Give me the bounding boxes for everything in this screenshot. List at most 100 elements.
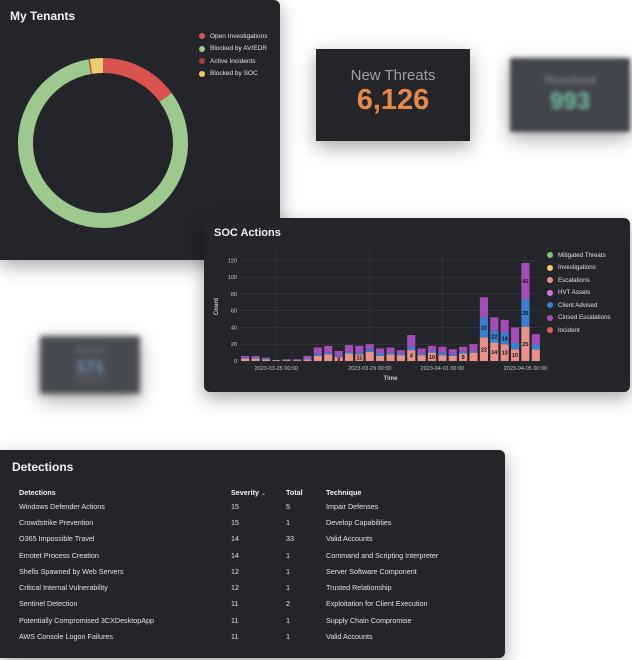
bar-segment[interactable]: [303, 358, 312, 360]
bar-segment[interactable]: [324, 345, 333, 353]
bar-segment[interactable]: [438, 346, 447, 353]
table-row[interactable]: Sentinel Detection 11 2 Exploitation for Cl…: [19, 596, 489, 612]
bar-segment[interactable]: [448, 349, 457, 355]
resolved-card[interactable]: Resolved 993: [510, 58, 630, 132]
bar-segment[interactable]: [521, 262, 530, 299]
bar-segment[interactable]: [490, 342, 499, 361]
bar-segment[interactable]: [334, 355, 343, 357]
bar-segment[interactable]: [272, 360, 281, 361]
bar-segment[interactable]: [293, 360, 302, 361]
bar-segment[interactable]: [261, 357, 270, 359]
bar-segment[interactable]: [448, 354, 457, 356]
bar-segment[interactable]: [365, 351, 374, 361]
bar-segment[interactable]: [469, 350, 478, 353]
bar-segment[interactable]: [251, 355, 260, 358]
bar-segment[interactable]: [282, 360, 291, 361]
tenants-legend-item[interactable]: Active Incidents: [199, 55, 267, 68]
bar-segment[interactable]: [303, 355, 312, 359]
donut-slice-blocked-by-av-edr[interactable]: [18, 59, 188, 228]
bar-segment[interactable]: [500, 332, 509, 345]
bar-segment[interactable]: [334, 350, 343, 356]
donut-slice-open-investigations[interactable]: [102, 58, 172, 103]
bar-segment[interactable]: [324, 352, 333, 355]
bar-segment[interactable]: [531, 334, 540, 345]
bar-segment[interactable]: [500, 344, 509, 361]
bar-segment[interactable]: [407, 346, 416, 351]
bar-segment[interactable]: [386, 347, 395, 353]
bar-segment[interactable]: [479, 297, 488, 318]
bar-segment[interactable]: [313, 355, 322, 361]
bar-segment[interactable]: [417, 348, 426, 354]
soc-actions-chart[interactable]: 0 20 40 60 80 100 120 2023-03-25 00:00 2023-03-2…: [204, 218, 549, 392]
bar-segment[interactable]: [344, 351, 354, 354]
bar-segment[interactable]: [313, 347, 322, 355]
bar-segment[interactable]: [386, 354, 395, 361]
soc-legend-item[interactable]: Investigations: [547, 262, 611, 275]
bar-segment[interactable]: [469, 344, 478, 351]
bar-segment[interactable]: [365, 349, 374, 352]
bar-segment[interactable]: [324, 354, 333, 361]
col-header-severity[interactable]: Severity ⌄: [231, 487, 267, 497]
bar-segment[interactable]: [438, 355, 447, 361]
table-row[interactable]: Windows Defender Actions 15 5 Impair Defens…: [19, 498, 489, 514]
bar-segment[interactable]: [490, 330, 499, 343]
bar-segment[interactable]: [407, 350, 416, 361]
bar-segment[interactable]: [417, 353, 426, 356]
table-row[interactable]: Critical Internal Vulnerability 12 1 Truste…: [19, 579, 489, 595]
soc-legend-item[interactable]: Closed Escalations: [547, 312, 611, 325]
soc-legend-item[interactable]: Incident: [547, 324, 611, 337]
bar-segment[interactable]: [376, 348, 385, 354]
tenants-card[interactable]: Tenants 171 Incidents 9: [40, 336, 140, 394]
table-row[interactable]: O365 Impossible Travel 14 33 Valid Accounts: [19, 531, 489, 547]
bar-segment[interactable]: [459, 346, 468, 352]
soc-legend-item[interactable]: Mitigated Threats: [547, 249, 611, 262]
bar-segment[interactable]: [396, 355, 405, 361]
bar-segment[interactable]: [386, 352, 395, 355]
tenants-legend-item[interactable]: Blocked by SOC: [199, 68, 267, 81]
bar-segment[interactable]: [396, 350, 405, 354]
bar-segment[interactable]: [511, 349, 520, 361]
bar-segment[interactable]: [479, 337, 488, 361]
bar-segment[interactable]: [303, 359, 312, 361]
bar-segment[interactable]: [531, 344, 540, 350]
bar-segment[interactable]: [313, 354, 322, 356]
bar-segment[interactable]: [438, 352, 447, 356]
bar-segment[interactable]: [469, 352, 478, 361]
bar-segment[interactable]: [293, 359, 302, 361]
bar-segment[interactable]: [376, 353, 385, 356]
bar-segment[interactable]: [241, 358, 250, 361]
bar-segment[interactable]: [459, 353, 468, 361]
bar-segment[interactable]: [241, 355, 250, 358]
bar-segment[interactable]: [427, 350, 437, 353]
col-header-detections[interactable]: Detections: [19, 487, 56, 497]
bar-segment[interactable]: [251, 358, 260, 361]
bar-segment[interactable]: [344, 345, 354, 352]
bar-segment[interactable]: [355, 354, 364, 361]
bar-segment[interactable]: [521, 326, 530, 361]
bar-segment[interactable]: [427, 345, 437, 351]
table-row[interactable]: AWS Console Logon Failures 11 1 Valid Accou…: [19, 628, 489, 644]
bar-segment[interactable]: [355, 345, 364, 353]
bar-segment[interactable]: [396, 353, 405, 356]
bar-segment[interactable]: [479, 317, 488, 338]
bar-segment[interactable]: [334, 356, 343, 361]
bar-segment[interactable]: [427, 352, 437, 361]
bar-segment[interactable]: [282, 359, 291, 361]
table-row[interactable]: Emotet Process Creation 14 1 Command and Sc…: [19, 547, 489, 563]
bar-segment[interactable]: [251, 357, 260, 359]
bar-segment[interactable]: [365, 344, 374, 350]
tenants-legend-item[interactable]: Blocked by AV/EDR: [199, 43, 267, 56]
bar-segment[interactable]: [261, 358, 270, 360]
soc-legend-item[interactable]: Client Advised: [547, 299, 611, 312]
tenants-legend-item[interactable]: Open Investigations: [199, 30, 267, 43]
bar-segment[interactable]: [261, 359, 270, 361]
bar-segment[interactable]: [241, 357, 250, 359]
bar-segment[interactable]: [448, 355, 457, 361]
bar-segment[interactable]: [417, 355, 426, 361]
new-threats-card[interactable]: New Threats 6,126: [316, 49, 470, 141]
bar-segment[interactable]: [376, 355, 385, 361]
bar-segment[interactable]: [521, 298, 530, 327]
table-row[interactable]: Crowdstrike Prevention 15 1 Develop Capabil…: [19, 514, 489, 530]
table-row[interactable]: Potentially Compromised 3CXDesktopApp 11 1…: [19, 612, 489, 628]
bar-segment[interactable]: [511, 342, 520, 350]
